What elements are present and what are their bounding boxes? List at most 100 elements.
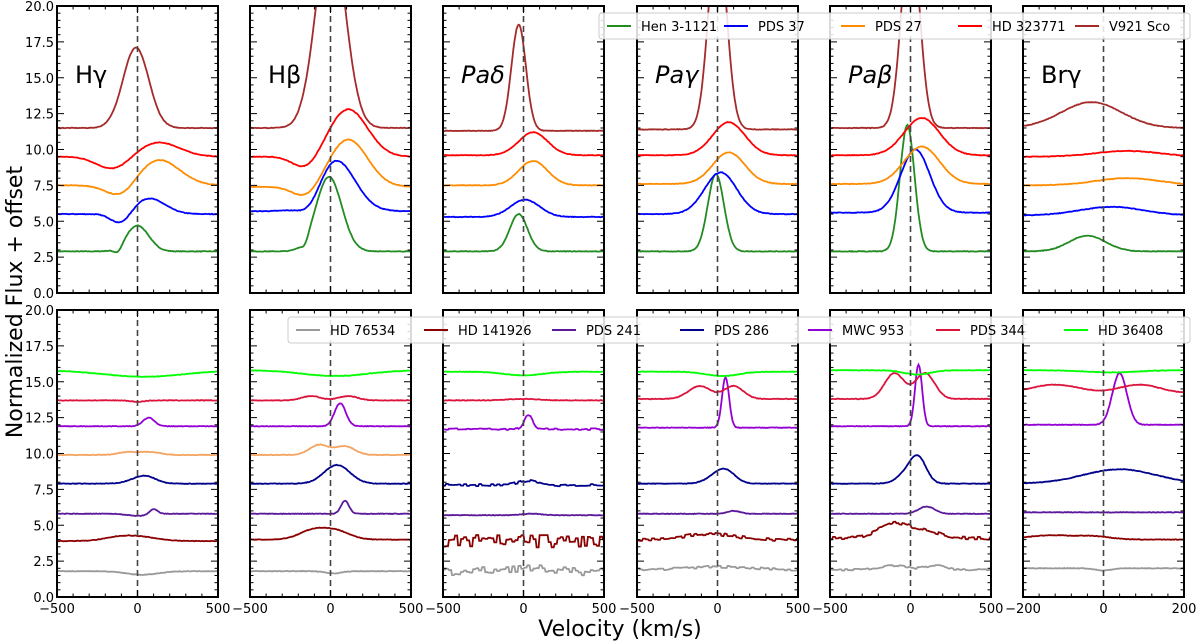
series-line [57,141,218,170]
legend-entry-label: HD 76534 [330,324,395,339]
legend-entry-label: HD 323771 [992,20,1066,35]
series-line [443,23,604,133]
panel-1-4: −500 0 500 [812,309,1003,617]
y-tick-label: 12.5 [25,412,54,427]
series-line [250,526,411,541]
series-line [637,564,798,572]
x-tick-label: 500 [592,602,617,617]
y-tick-label: 2.5 [33,555,54,570]
series-line [443,160,604,187]
panel-line-label: Hβ [268,61,301,89]
legend-row-1: HD 76534 HD 141926 PDS 241 PDS 286 MWC 953 PD… [287,316,1191,344]
series-line [250,394,411,402]
series-group [250,6,411,253]
x-tick-label: 0 [1099,602,1107,617]
series-line [57,369,218,378]
series-line [830,6,991,130]
series-group [250,369,411,575]
legend-entry-label: PDS 241 [586,324,641,339]
y-tick-label: 2.5 [33,251,54,266]
x-tick-label: 0 [713,602,721,617]
x-tick-label: −500 [619,602,655,617]
y-tick-label: 20.0 [25,304,54,319]
panels-grid: 0.0 2.5 5.0 7.5 10.0 12.5 15.0 17.5 20.0 Hγ Hβ Paδ P… [25,0,1196,617]
legend-entry-label: MWC 953 [842,324,904,339]
y-tick-label: 17.5 [25,340,54,355]
x-tick-label: −500 [232,602,268,617]
series-line [637,6,798,131]
y-tick-label: 17.5 [25,36,54,51]
legend-entry-label: V921 Sco [1109,20,1170,35]
x-tick-label: 0 [326,602,334,617]
y-tick-label: 7.5 [33,179,54,194]
legend-entry-label: PDS 286 [714,324,769,339]
y-tick-label: 15.0 [25,376,54,391]
series-line [250,369,411,378]
legend-entry-label: Hen 3-1121 [641,20,717,35]
panel-0-0: 0.0 2.5 5.0 7.5 10.0 12.5 15.0 17.5 20.0 Hγ [25,0,219,302]
legend-entry-label: PDS 27 [875,20,922,35]
panel-0-2: Paδ [442,5,605,294]
legend-row-0: Hen 3-1121 PDS 37 PDS 27 HD 323771 V921 Sco [598,12,1191,40]
panel-0-4: Paβ [829,5,992,294]
series-line [57,224,218,254]
legend-entry-label: HD 141926 [458,324,532,339]
x-tick-label: 200 [1172,602,1197,617]
legend-entry-label: PDS 344 [970,324,1025,339]
series-line [250,159,411,213]
legend-box [287,316,1191,344]
series-line [637,173,798,253]
x-tick-label: −200 [1005,602,1041,617]
series-line [443,564,604,577]
x-tick-label: −500 [425,602,461,617]
series-line [1023,149,1184,158]
panel-1-1: −500 0 500 [232,309,424,617]
series-line [250,6,411,130]
panel-0-1: Hβ [249,5,412,294]
legend-entry-label: HD 36408 [1098,324,1163,339]
series-line [443,397,604,402]
y-axis-title: Normalized Flux + offset [3,166,28,439]
series-line [1023,534,1184,541]
panel-0-3: Paγ [636,5,799,294]
series-line [57,474,218,485]
legends: Hen 3-1121 PDS 37 PDS 27 HD 323771 V921 ScoH… [287,12,1191,344]
panel-line-label: Paδ [461,61,505,89]
y-tick-label: 5.0 [33,215,54,230]
panel-line-label: Hγ [75,61,107,89]
x-tick-label: 500 [399,602,424,617]
series-line [1023,101,1184,129]
x-tick-label: 500 [786,602,811,617]
series-line [830,145,991,186]
series-line [637,370,798,378]
y-tick-label: 0.0 [33,591,54,606]
panel-1-3: −500 0 500 [619,309,811,617]
series-line [830,454,991,485]
panel-0-5: Brγ [1022,5,1185,294]
x-tick-label: −500 [39,602,75,617]
y-tick-label: 15.0 [25,72,54,87]
series-line [830,564,991,572]
x-tick-label: 0 [906,602,914,617]
y-tick-label: 12.5 [25,108,54,123]
panel-1-0: 0.0 2.5 5.0 7.5 10.0 12.5 15.0 17.5 20.0 −500 0 500 [25,304,230,617]
y-tick-label: 7.5 [33,483,54,498]
panel-1-5: −200 0 200 [1005,309,1197,617]
y-tick-label: 5.0 [33,519,54,534]
legend-entry-label: PDS 37 [758,20,805,35]
panel-1-2: −500 0 500 [425,309,617,617]
legend-box [598,12,1191,40]
panel-line-label: Brγ [1041,61,1082,89]
series-line [830,117,991,157]
x-tick-label: 0 [519,602,527,617]
y-tick-label: 10.0 [25,144,54,159]
series-line [57,197,218,224]
panel-line-label: Paγ [655,61,700,89]
y-tick-label: 0.0 [33,287,54,302]
y-tick-label: 20.0 [25,0,54,15]
x-axis-title: Velocity (km/s) [538,617,702,642]
x-tick-label: 500 [206,602,231,617]
x-tick-label: 0 [133,602,141,617]
series-line [637,171,798,216]
